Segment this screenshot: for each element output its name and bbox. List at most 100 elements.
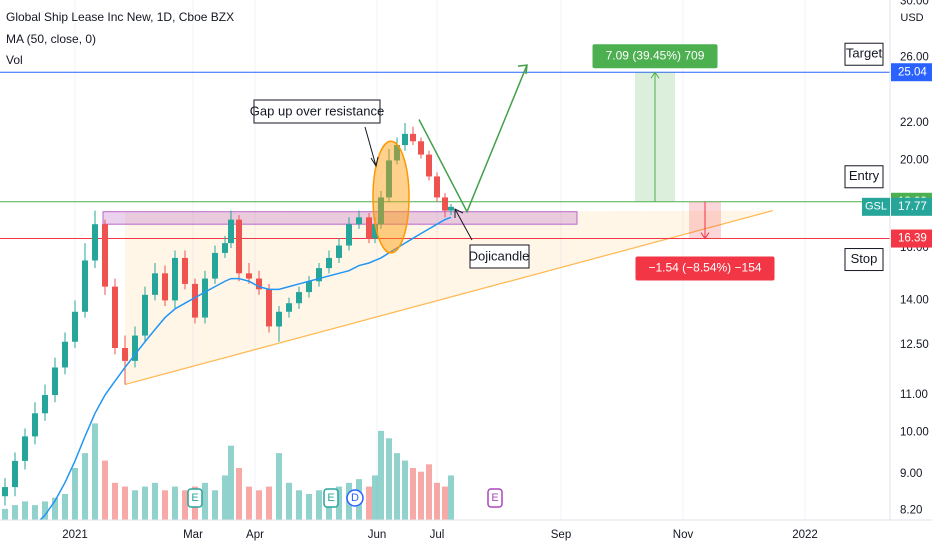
event-marker <box>323 488 339 508</box>
y-tick-label: 8.20 <box>900 504 922 516</box>
y-tick-label: 30.00 <box>900 0 929 7</box>
position-arrow <box>650 71 660 202</box>
candle-body <box>12 460 18 488</box>
y-tick-label: 22.00 <box>900 117 929 129</box>
event-label: E <box>491 492 498 504</box>
event-marker <box>487 488 503 508</box>
candle-body <box>102 224 108 287</box>
volume-bar <box>426 464 432 520</box>
level-name: Entry <box>849 168 880 183</box>
candle-body <box>2 487 8 497</box>
price-label: 16.39 <box>898 233 927 245</box>
annotation-box <box>469 244 530 269</box>
candle-body <box>152 273 158 295</box>
candle-body <box>402 133 408 146</box>
volume-bar <box>434 482 440 520</box>
price-label: 17.77 <box>898 201 927 213</box>
volume-bar <box>372 475 378 520</box>
candle-body <box>132 335 138 361</box>
candle-body <box>112 286 118 349</box>
position-label: −1.54 (−8.54%) −154 <box>648 261 761 275</box>
candle-body <box>276 311 282 327</box>
candle-body <box>236 219 242 274</box>
candle-body <box>326 257 332 269</box>
level-name: Target <box>846 46 883 61</box>
annotation: Dojicandle <box>469 248 530 263</box>
support-line <box>124 210 774 386</box>
volume-bar <box>122 486 128 520</box>
volume-bar <box>162 490 168 520</box>
candle-body <box>346 224 352 246</box>
volume-bar <box>228 445 234 520</box>
event-marker <box>346 489 364 507</box>
candle-body <box>448 206 454 211</box>
volume-bar <box>172 486 178 520</box>
volume-bar <box>246 486 252 520</box>
position-label-box <box>592 44 718 69</box>
x-tick-label: 2021 <box>62 529 88 541</box>
y-tick-label: 14.00 <box>900 294 929 306</box>
x-tick-label: Jul <box>430 529 445 541</box>
volume-bar <box>62 494 68 520</box>
projection-arrowhead <box>517 64 528 75</box>
x-tick-label: Sep <box>551 529 571 541</box>
candle-body <box>256 278 262 290</box>
volume-bar <box>82 453 88 520</box>
price-label-box <box>891 63 932 82</box>
symbol-box <box>862 197 890 216</box>
x-tick-label: 2022 <box>792 529 818 541</box>
candle-body <box>356 217 362 225</box>
price-label-box <box>891 229 932 248</box>
candle-body <box>442 197 448 211</box>
y-tick-label: 11.00 <box>900 389 928 401</box>
gap-highlight <box>372 140 410 254</box>
volume-bar <box>286 482 292 520</box>
candle-body <box>202 278 208 318</box>
candle-body <box>162 273 168 301</box>
event-label: E <box>191 492 198 504</box>
annotation-box <box>253 99 381 124</box>
candle-body <box>336 245 342 258</box>
candle-body <box>72 311 78 342</box>
volume-bar <box>306 494 312 520</box>
candle-body <box>266 289 272 327</box>
candle-body <box>222 243 228 253</box>
volume-bar <box>182 490 188 520</box>
volume-bar <box>276 453 282 520</box>
volume-bar <box>2 508 8 520</box>
candle-body <box>228 219 234 244</box>
position-arrow <box>700 201 710 240</box>
volume-bar <box>212 490 218 520</box>
resistance-box <box>102 211 578 225</box>
volume-bar <box>410 468 416 520</box>
event-label: E <box>327 492 334 504</box>
volume-bar <box>336 486 342 520</box>
volume-bar <box>316 490 322 520</box>
volume-bar <box>132 490 138 520</box>
candle-body <box>366 217 372 239</box>
position-label: 7.09 (39.45%) 709 <box>606 48 705 62</box>
candle-body <box>246 273 252 279</box>
candle-body <box>172 257 178 301</box>
volume-bar <box>366 486 372 520</box>
candle-body <box>286 303 292 312</box>
candle-body <box>82 260 88 312</box>
candle-body <box>182 257 188 284</box>
volume-bar <box>112 482 118 520</box>
candle-body <box>434 176 440 198</box>
x-tick-label: Mar <box>183 529 203 541</box>
position-label-box <box>635 256 775 281</box>
volume-bar <box>266 486 272 520</box>
volume-bar <box>32 505 38 520</box>
price-axis <box>890 0 932 550</box>
volume-bar <box>92 423 98 520</box>
volume-bar <box>222 475 228 520</box>
candle-body <box>372 224 378 239</box>
y-tick-label: 12.50 <box>900 339 929 351</box>
volume-bar <box>402 460 408 520</box>
level-name-box <box>844 42 884 66</box>
level-name-box <box>844 248 884 272</box>
annotation: Gap up over resistance <box>250 103 384 118</box>
volume-bar <box>386 438 392 520</box>
